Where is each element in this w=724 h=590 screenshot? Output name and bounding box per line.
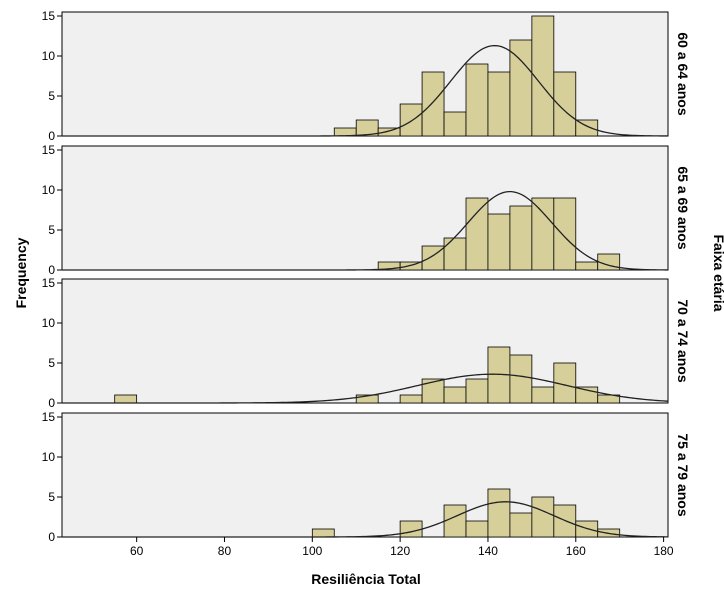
normal-curve: [62, 190, 669, 271]
histogram-bar: [531, 197, 555, 271]
histogram-bar: [465, 520, 489, 538]
x-tick-label: 80: [218, 544, 232, 558]
y-tick-label: 0: [48, 263, 55, 277]
panel-4: 0 5 10 15 75 a 79 anos: [42, 410, 691, 544]
facet-title: Faixa etária: [711, 234, 724, 311]
facet-label: 60 a 64 anos: [675, 32, 691, 115]
histogram-bar: [114, 394, 138, 404]
histogram-bar: [487, 71, 511, 137]
y-tick-label: 15: [42, 410, 56, 424]
panel-background: [61, 11, 669, 137]
histogram-bar: [465, 197, 489, 271]
x-tick-label: 180: [654, 544, 674, 558]
histogram-bar: [509, 354, 533, 404]
y-tick-label: 10: [42, 49, 56, 63]
histogram-bar: [465, 63, 489, 137]
panel-3: 0 5 10 15 70 a 74 anos: [42, 276, 691, 410]
histogram-bar: [311, 528, 335, 538]
panel-2: 0 5 10 15 65 a 69 anos: [42, 143, 691, 277]
histogram-bar: [509, 512, 533, 538]
facet-label: 75 a 79 anos: [675, 433, 691, 516]
histogram-bar: [399, 394, 423, 404]
histogram-bar: [509, 39, 533, 137]
panel-1: 0 5 10 15 60 a 64 anos: [42, 9, 691, 143]
normal-curve: [62, 501, 669, 538]
histogram-bar: [487, 213, 511, 271]
y-tick-label: 15: [42, 9, 56, 23]
x-tick-label: 60: [130, 544, 144, 558]
y-tick-label: 0: [48, 530, 55, 544]
panel-background: [61, 145, 669, 271]
y-tick-label: 15: [42, 276, 56, 290]
histogram-bar: [531, 496, 555, 538]
histogram-bar: [333, 127, 357, 137]
histogram-bar: [531, 386, 555, 404]
y-tick-label: 5: [48, 223, 55, 237]
y-tick-label: 0: [48, 396, 55, 410]
y-tick-label: 10: [42, 183, 56, 197]
histogram-bar: [531, 15, 555, 137]
histogram-bar: [509, 205, 533, 271]
histogram-bar: [553, 71, 577, 137]
histogram-bar: [443, 111, 467, 137]
facet-label: 70 a 74 anos: [675, 299, 691, 382]
facet-label: 65 a 69 anos: [675, 166, 691, 249]
normal-curve: [62, 44, 669, 137]
histogram-bar: [575, 119, 599, 137]
y-axis-title: Frequency: [13, 237, 29, 308]
histogram-bar: [553, 197, 577, 271]
histogram-bar: [487, 488, 511, 538]
y-tick-label: 5: [48, 490, 55, 504]
x-tick-label: 120: [390, 544, 410, 558]
histogram-bar: [443, 237, 467, 271]
x-tick-label: 160: [566, 544, 586, 558]
histogram-bar: [377, 127, 401, 137]
histogram-bar: [355, 394, 379, 404]
histogram-bar: [399, 520, 423, 538]
panel-background: [61, 412, 669, 538]
y-tick-label: 10: [42, 316, 56, 330]
panels-layer: 0 5 10 15 60 a 64 anos 0 5 10 15 65 a 69 anos 0 5 10…: [42, 9, 691, 544]
histogram-bar: [575, 261, 599, 271]
panel-background: [61, 278, 669, 404]
y-tick-label: 15: [42, 143, 56, 157]
y-tick-label: 5: [48, 356, 55, 370]
x-axis-title: Resiliência Total: [311, 571, 420, 587]
y-tick-label: 10: [42, 450, 56, 464]
y-tick-label: 5: [48, 89, 55, 103]
histogram-bar: [399, 103, 423, 137]
x-tick-label: 140: [478, 544, 498, 558]
histogram-bar: [421, 71, 445, 137]
x-tick-label: 100: [302, 544, 322, 558]
y-tick-label: 0: [48, 129, 55, 143]
x-axis: 60 80 100 120 140 160 180: [130, 537, 674, 558]
normal-curve: [62, 373, 669, 404]
histogram-bar: [443, 504, 467, 538]
histogram-bar: [465, 378, 489, 404]
histogram-bar: [443, 386, 467, 404]
